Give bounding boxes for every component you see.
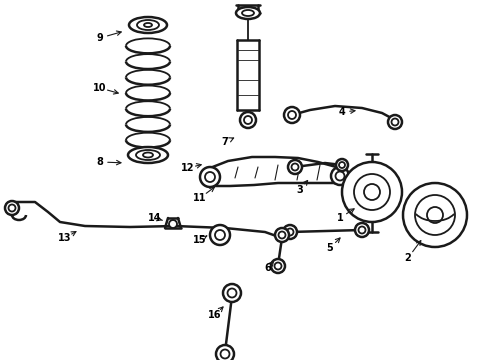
Text: 12: 12 (181, 163, 195, 173)
Circle shape (359, 226, 366, 234)
Circle shape (220, 350, 229, 359)
Ellipse shape (242, 10, 254, 16)
Circle shape (240, 112, 256, 128)
Circle shape (283, 225, 297, 239)
Circle shape (169, 220, 177, 228)
Circle shape (275, 228, 289, 242)
Circle shape (287, 229, 294, 235)
Text: 4: 4 (339, 107, 345, 117)
Circle shape (284, 107, 300, 123)
Text: 11: 11 (193, 193, 207, 203)
Circle shape (244, 116, 252, 124)
Text: 7: 7 (221, 137, 228, 147)
Circle shape (392, 118, 398, 126)
Circle shape (415, 195, 455, 235)
Text: 10: 10 (93, 83, 107, 93)
Text: 2: 2 (405, 253, 412, 263)
Circle shape (274, 262, 281, 270)
Text: 6: 6 (265, 263, 271, 273)
Text: 13: 13 (58, 233, 72, 243)
Circle shape (216, 345, 234, 360)
Circle shape (210, 225, 230, 245)
Ellipse shape (143, 153, 153, 158)
Circle shape (227, 288, 237, 297)
Circle shape (427, 207, 443, 223)
Circle shape (403, 183, 467, 247)
Circle shape (223, 284, 241, 302)
Ellipse shape (136, 150, 160, 160)
Circle shape (354, 174, 390, 210)
Text: 8: 8 (97, 157, 103, 167)
Circle shape (215, 230, 225, 240)
Circle shape (292, 163, 298, 171)
Circle shape (336, 159, 348, 171)
Ellipse shape (137, 20, 159, 30)
Text: 3: 3 (296, 185, 303, 195)
Circle shape (388, 115, 402, 129)
Ellipse shape (144, 23, 152, 27)
Circle shape (331, 167, 349, 185)
Circle shape (339, 162, 345, 168)
Circle shape (355, 223, 369, 237)
Circle shape (342, 162, 402, 222)
Circle shape (271, 259, 285, 273)
Circle shape (200, 167, 220, 187)
Circle shape (288, 160, 302, 174)
Text: 14: 14 (148, 213, 162, 223)
Text: 16: 16 (208, 310, 222, 320)
Ellipse shape (236, 7, 260, 19)
Circle shape (364, 184, 380, 200)
Circle shape (278, 231, 286, 239)
Circle shape (336, 171, 344, 180)
Circle shape (8, 204, 16, 212)
Ellipse shape (128, 147, 168, 163)
Circle shape (205, 172, 215, 182)
Ellipse shape (129, 17, 167, 33)
Text: 1: 1 (337, 213, 343, 223)
Text: 9: 9 (97, 33, 103, 43)
Circle shape (5, 201, 19, 215)
Text: 15: 15 (193, 235, 207, 245)
Circle shape (288, 111, 296, 119)
Text: 5: 5 (327, 243, 333, 253)
